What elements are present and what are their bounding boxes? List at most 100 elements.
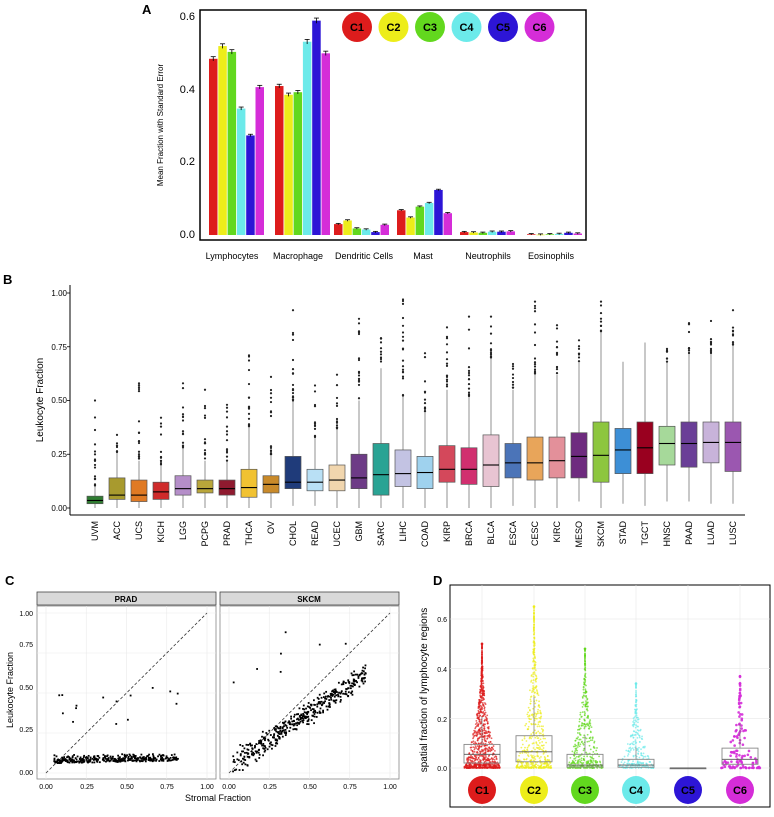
beeswarm-point-c2 xyxy=(541,730,544,733)
beeswarm-point-c1 xyxy=(473,765,476,767)
beeswarm-point-c1 xyxy=(476,722,478,724)
beeswarm-point-c2 xyxy=(527,763,530,765)
beeswarm-point-c2 xyxy=(525,758,528,760)
beeswarm-point-c4 xyxy=(642,755,645,758)
beeswarm-point-c1 xyxy=(476,748,479,751)
scatter-point-skcm xyxy=(243,747,246,750)
scatter-point-skcm xyxy=(288,720,290,723)
scatter-point-skcm xyxy=(300,714,303,717)
scatter-point-prad xyxy=(155,758,158,761)
beeswarm-point-c3 xyxy=(586,705,589,708)
scatter-point-prad xyxy=(122,759,125,761)
outlier-cesc xyxy=(533,368,537,371)
scatter-point-prad xyxy=(85,758,88,761)
legend-circle-c4 xyxy=(451,12,482,42)
panel-a-frame xyxy=(199,9,587,241)
scatter-point-skcm xyxy=(324,697,327,700)
panel-c-skcm-xtick-1: 0.25 xyxy=(263,784,277,791)
scatter-point-prad xyxy=(153,757,155,760)
scatter-point-skcm xyxy=(283,721,286,724)
box-kirp xyxy=(438,445,456,483)
beeswarm-point-c2 xyxy=(534,717,537,720)
outlier-kirp xyxy=(445,385,449,388)
beeswarm-point-c4 xyxy=(631,734,634,737)
beeswarm-point-c1 xyxy=(473,732,476,734)
beeswarm-point-c4 xyxy=(638,756,641,759)
scatter-point-prad xyxy=(142,757,145,760)
beeswarm-point-c6 xyxy=(735,752,739,756)
outlier-kich xyxy=(159,459,163,463)
beeswarm-point-c3 xyxy=(576,732,579,734)
outlier-uvm xyxy=(93,428,97,432)
beeswarm-point-c2 xyxy=(542,744,545,747)
outlier-esca xyxy=(511,380,515,384)
scatter-point-skcm xyxy=(302,708,304,710)
beeswarm-point-c1 xyxy=(476,739,479,742)
scatter-point-skcm xyxy=(255,751,258,754)
panel-a-xtick-mast: Mast xyxy=(413,251,433,261)
outlier-ov xyxy=(269,414,273,418)
beeswarm-point-c2 xyxy=(531,762,534,765)
beeswarm-point-c2 xyxy=(533,620,535,623)
scatter-point-prad xyxy=(145,756,148,759)
outlier-sarc xyxy=(379,360,383,363)
scatter-point-prad xyxy=(129,694,132,697)
scatter-point-skcm xyxy=(328,695,331,698)
scatter-point-skcm xyxy=(333,691,335,693)
bar-lymphocytes-c3 xyxy=(227,51,237,235)
outlier-thca xyxy=(247,396,251,399)
scatter-point-skcm xyxy=(277,732,280,735)
scatter-point-prad xyxy=(143,758,145,761)
beeswarm-point-c1 xyxy=(484,740,487,743)
beeswarm-point-c1 xyxy=(488,736,491,739)
beeswarm-point-c2 xyxy=(533,637,536,640)
beeswarm-point-c2 xyxy=(526,748,529,751)
beeswarm-point-c1 xyxy=(470,754,472,757)
scatter-point-skcm xyxy=(301,715,304,718)
outlier-cesc xyxy=(533,365,537,368)
beeswarm-point-c4 xyxy=(636,747,639,750)
beeswarm-point-c2 xyxy=(534,664,537,667)
panel-a-xtick-eosinophils: Eosinophils xyxy=(528,251,575,261)
beeswarm-point-c1 xyxy=(482,682,485,685)
scatter-point-skcm xyxy=(320,696,323,699)
scatter-point-prad xyxy=(73,754,76,756)
facet-label-skcm: SKCM xyxy=(297,595,321,604)
scatter-point-skcm xyxy=(298,722,301,724)
beeswarm-point-c2 xyxy=(542,747,545,749)
beeswarm-point-c1 xyxy=(496,766,499,769)
scatter-point-skcm xyxy=(274,738,277,741)
outlier-sarc xyxy=(379,356,383,359)
beeswarm-point-c1 xyxy=(482,710,485,713)
scatter-point-skcm xyxy=(292,728,295,731)
scatter-point-skcm xyxy=(325,690,328,693)
scatter-point-prad xyxy=(85,756,88,759)
scatter-point-skcm xyxy=(335,694,338,697)
beeswarm-point-c3 xyxy=(595,760,597,762)
beeswarm-point-c3 xyxy=(588,762,591,765)
beeswarm-point-c3 xyxy=(585,684,587,687)
scatter-point-skcm xyxy=(313,699,315,702)
scatter-point-prad xyxy=(76,760,79,763)
cluster-circle-c4 xyxy=(622,776,650,804)
scatter-point-prad xyxy=(133,754,136,757)
scatter-point-skcm xyxy=(334,689,337,692)
beeswarm-point-c1 xyxy=(475,713,478,716)
beeswarm-point-c1 xyxy=(482,763,485,766)
outlier-kirp xyxy=(445,326,449,329)
beeswarm-point-c6 xyxy=(735,723,738,727)
scatter-point-skcm xyxy=(301,719,304,722)
beeswarm-point-c1 xyxy=(477,725,480,728)
scatter-point-prad xyxy=(89,759,92,762)
beeswarm-point-c3 xyxy=(581,701,583,704)
scatter-point-prad xyxy=(55,761,58,764)
beeswarm-point-c4 xyxy=(628,762,631,765)
outlier-uvm xyxy=(93,459,97,462)
scatter-point-skcm xyxy=(289,726,292,729)
xtick-brca: BRCA xyxy=(464,521,474,546)
scatter-point-prad xyxy=(170,754,173,756)
beeswarm-point-c3 xyxy=(582,688,585,691)
scatter-point-skcm xyxy=(313,713,316,715)
beeswarm-point-c2 xyxy=(532,626,535,629)
legend-circle-c5 xyxy=(488,12,518,42)
